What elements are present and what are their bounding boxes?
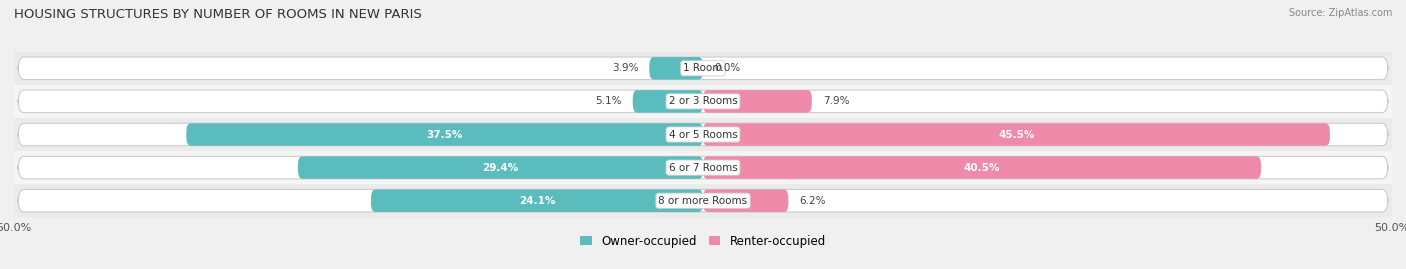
FancyBboxPatch shape <box>650 57 703 80</box>
Text: Source: ZipAtlas.com: Source: ZipAtlas.com <box>1288 8 1392 18</box>
Text: 6.2%: 6.2% <box>800 196 825 206</box>
FancyBboxPatch shape <box>703 90 811 113</box>
FancyBboxPatch shape <box>703 123 1330 146</box>
Text: 40.5%: 40.5% <box>965 162 1000 173</box>
Text: 8 or more Rooms: 8 or more Rooms <box>658 196 748 206</box>
FancyBboxPatch shape <box>18 123 1388 146</box>
FancyBboxPatch shape <box>371 189 703 212</box>
Text: 29.4%: 29.4% <box>482 162 519 173</box>
Text: 6 or 7 Rooms: 6 or 7 Rooms <box>669 162 737 173</box>
Text: 7.9%: 7.9% <box>823 96 849 107</box>
FancyBboxPatch shape <box>18 90 1388 113</box>
FancyBboxPatch shape <box>703 189 789 212</box>
Bar <box>14 151 1392 184</box>
Text: 1 Room: 1 Room <box>683 63 723 73</box>
FancyBboxPatch shape <box>18 189 1388 212</box>
Text: 3.9%: 3.9% <box>612 63 638 73</box>
Text: 2 or 3 Rooms: 2 or 3 Rooms <box>669 96 737 107</box>
Text: 0.0%: 0.0% <box>714 63 741 73</box>
Bar <box>14 184 1392 217</box>
FancyBboxPatch shape <box>633 90 703 113</box>
Text: 24.1%: 24.1% <box>519 196 555 206</box>
FancyBboxPatch shape <box>186 123 703 146</box>
Bar <box>14 118 1392 151</box>
FancyBboxPatch shape <box>703 156 1261 179</box>
Text: 4 or 5 Rooms: 4 or 5 Rooms <box>669 129 737 140</box>
FancyBboxPatch shape <box>298 156 703 179</box>
Bar <box>14 52 1392 85</box>
Text: 5.1%: 5.1% <box>595 96 621 107</box>
FancyBboxPatch shape <box>18 156 1388 179</box>
Legend: Owner-occupied, Renter-occupied: Owner-occupied, Renter-occupied <box>575 230 831 253</box>
Text: 45.5%: 45.5% <box>998 129 1035 140</box>
Bar <box>14 85 1392 118</box>
Text: HOUSING STRUCTURES BY NUMBER OF ROOMS IN NEW PARIS: HOUSING STRUCTURES BY NUMBER OF ROOMS IN… <box>14 8 422 21</box>
FancyBboxPatch shape <box>18 57 1388 80</box>
Text: 37.5%: 37.5% <box>426 129 463 140</box>
